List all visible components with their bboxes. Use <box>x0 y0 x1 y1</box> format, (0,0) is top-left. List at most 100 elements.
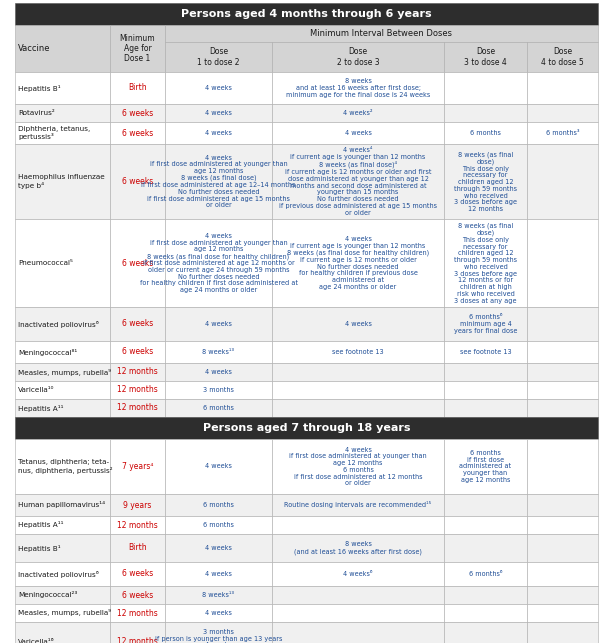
Bar <box>527 516 598 534</box>
Bar <box>15 604 110 622</box>
Bar <box>272 72 444 104</box>
Bar <box>444 439 527 494</box>
Text: Hepatitis A¹¹: Hepatitis A¹¹ <box>18 521 64 529</box>
Bar <box>444 42 527 72</box>
Text: 4 weeks: 4 weeks <box>345 321 371 327</box>
Bar <box>444 622 527 643</box>
Bar <box>165 516 272 534</box>
Text: 6 months³: 6 months³ <box>546 130 579 136</box>
Text: 8 weeks¹³: 8 weeks¹³ <box>202 349 235 355</box>
Bar <box>444 219 527 307</box>
Bar <box>444 72 527 104</box>
Text: 6 months: 6 months <box>470 130 501 136</box>
Bar <box>527 363 598 381</box>
Bar <box>272 122 444 144</box>
Text: 8 weeks (as final
dose)
This dose only
necessary for
children aged 12
through 59: 8 weeks (as final dose) This dose only n… <box>454 222 517 303</box>
Bar <box>165 104 272 122</box>
Bar <box>444 381 527 399</box>
Bar <box>15 341 110 363</box>
Bar <box>527 586 598 604</box>
Text: 6 weeks: 6 weeks <box>122 320 153 329</box>
Text: 6 weeks: 6 weeks <box>122 347 153 356</box>
Text: see footnote 13: see footnote 13 <box>460 349 511 355</box>
Bar <box>110 144 165 219</box>
Bar <box>110 562 165 586</box>
Bar <box>444 516 527 534</box>
Bar <box>165 381 272 399</box>
Text: Birth: Birth <box>128 84 147 93</box>
Bar <box>15 562 110 586</box>
Bar <box>110 25 165 72</box>
Bar <box>15 586 110 604</box>
Text: Dose
1 to dose 2: Dose 1 to dose 2 <box>197 48 240 67</box>
Text: Dose
3 to dose 4: Dose 3 to dose 4 <box>464 48 507 67</box>
Bar <box>527 144 598 219</box>
Text: 4 weeks: 4 weeks <box>205 110 232 116</box>
Bar <box>272 516 444 534</box>
Text: 4 weeks⁴
if current age is younger than 12 months
8 weeks (as final dose)⁴
if cu: 4 weeks⁴ if current age is younger than … <box>279 147 437 215</box>
Bar <box>527 104 598 122</box>
Bar <box>165 363 272 381</box>
Bar <box>444 307 527 341</box>
Text: 6 months⁶
minimum age 4
years for final dose: 6 months⁶ minimum age 4 years for final … <box>454 314 517 334</box>
Text: 4 weeks⁶: 4 weeks⁶ <box>343 571 373 577</box>
Bar <box>110 363 165 381</box>
Bar <box>444 586 527 604</box>
Bar <box>15 72 110 104</box>
Bar <box>444 363 527 381</box>
Bar <box>272 144 444 219</box>
Bar <box>110 494 165 516</box>
Bar <box>15 144 110 219</box>
Bar <box>15 516 110 534</box>
Text: 6 weeks: 6 weeks <box>122 177 153 186</box>
Text: Measles, mumps, rubella⁹: Measles, mumps, rubella⁹ <box>18 610 111 617</box>
Text: 4 weeks: 4 weeks <box>205 321 232 327</box>
Bar <box>272 363 444 381</box>
Text: Inactivated poliovirus⁶: Inactivated poliovirus⁶ <box>18 320 99 327</box>
Bar <box>527 381 598 399</box>
Bar <box>15 534 110 562</box>
Bar <box>110 534 165 562</box>
Text: Meningococcal²³: Meningococcal²³ <box>18 592 77 599</box>
Bar <box>15 307 110 341</box>
Text: 12 months: 12 months <box>117 637 158 643</box>
Text: 6 weeks: 6 weeks <box>122 590 153 599</box>
Text: Meningococcal⁸¹: Meningococcal⁸¹ <box>18 349 77 356</box>
Text: 6 weeks: 6 weeks <box>122 109 153 118</box>
Bar <box>110 104 165 122</box>
Bar <box>272 399 444 417</box>
Text: Vaccine: Vaccine <box>18 44 50 53</box>
Bar <box>110 604 165 622</box>
Bar <box>15 494 110 516</box>
Bar <box>110 72 165 104</box>
Text: 4 weeks: 4 weeks <box>205 571 232 577</box>
Text: see footnote 13: see footnote 13 <box>332 349 384 355</box>
Text: Varicella¹⁰: Varicella¹⁰ <box>18 387 55 393</box>
Bar <box>165 144 272 219</box>
Bar <box>272 622 444 643</box>
Text: 12 months: 12 months <box>117 386 158 395</box>
Text: Human papillomavirus¹⁴: Human papillomavirus¹⁴ <box>18 502 105 509</box>
Bar <box>110 122 165 144</box>
Text: 8 weeks
(and at least 16 weeks after first dose): 8 weeks (and at least 16 weeks after fir… <box>294 541 422 555</box>
Text: Diphtheria, tetanus,
pertussis³: Diphtheria, tetanus, pertussis³ <box>18 126 90 140</box>
Text: 6 months: 6 months <box>203 405 234 411</box>
Bar <box>110 439 165 494</box>
Bar <box>444 341 527 363</box>
Text: 7 years⁴: 7 years⁴ <box>122 462 153 471</box>
Text: 12 months: 12 months <box>117 368 158 377</box>
Bar <box>444 399 527 417</box>
Text: Pneumococcal⁵: Pneumococcal⁵ <box>18 260 73 266</box>
Text: Tetanus, diphtheria; teta-
nus, diphtheria, pertussis²: Tetanus, diphtheria; teta- nus, diphther… <box>18 459 113 474</box>
Text: Measles, mumps, rubella⁹: Measles, mumps, rubella⁹ <box>18 368 111 376</box>
Bar <box>165 25 598 42</box>
Bar <box>165 494 272 516</box>
Text: 4 weeks
if current age is younger than 12 months
8 weeks (as final dose for heal: 4 weeks if current age is younger than 1… <box>287 236 429 290</box>
Text: 6 weeks: 6 weeks <box>122 570 153 579</box>
Bar <box>272 604 444 622</box>
Bar <box>527 42 598 72</box>
Text: Minimum Interval Between Doses: Minimum Interval Between Doses <box>311 29 452 38</box>
Text: 8 weeks (as final
dose)
This dose only
necessary for
children aged 12
through 59: 8 weeks (as final dose) This dose only n… <box>454 151 517 212</box>
Text: 8 weeks
and at least 16 weeks after first dose;
minimum age for the final dose i: 8 weeks and at least 16 weeks after firs… <box>286 78 430 98</box>
Bar <box>527 622 598 643</box>
